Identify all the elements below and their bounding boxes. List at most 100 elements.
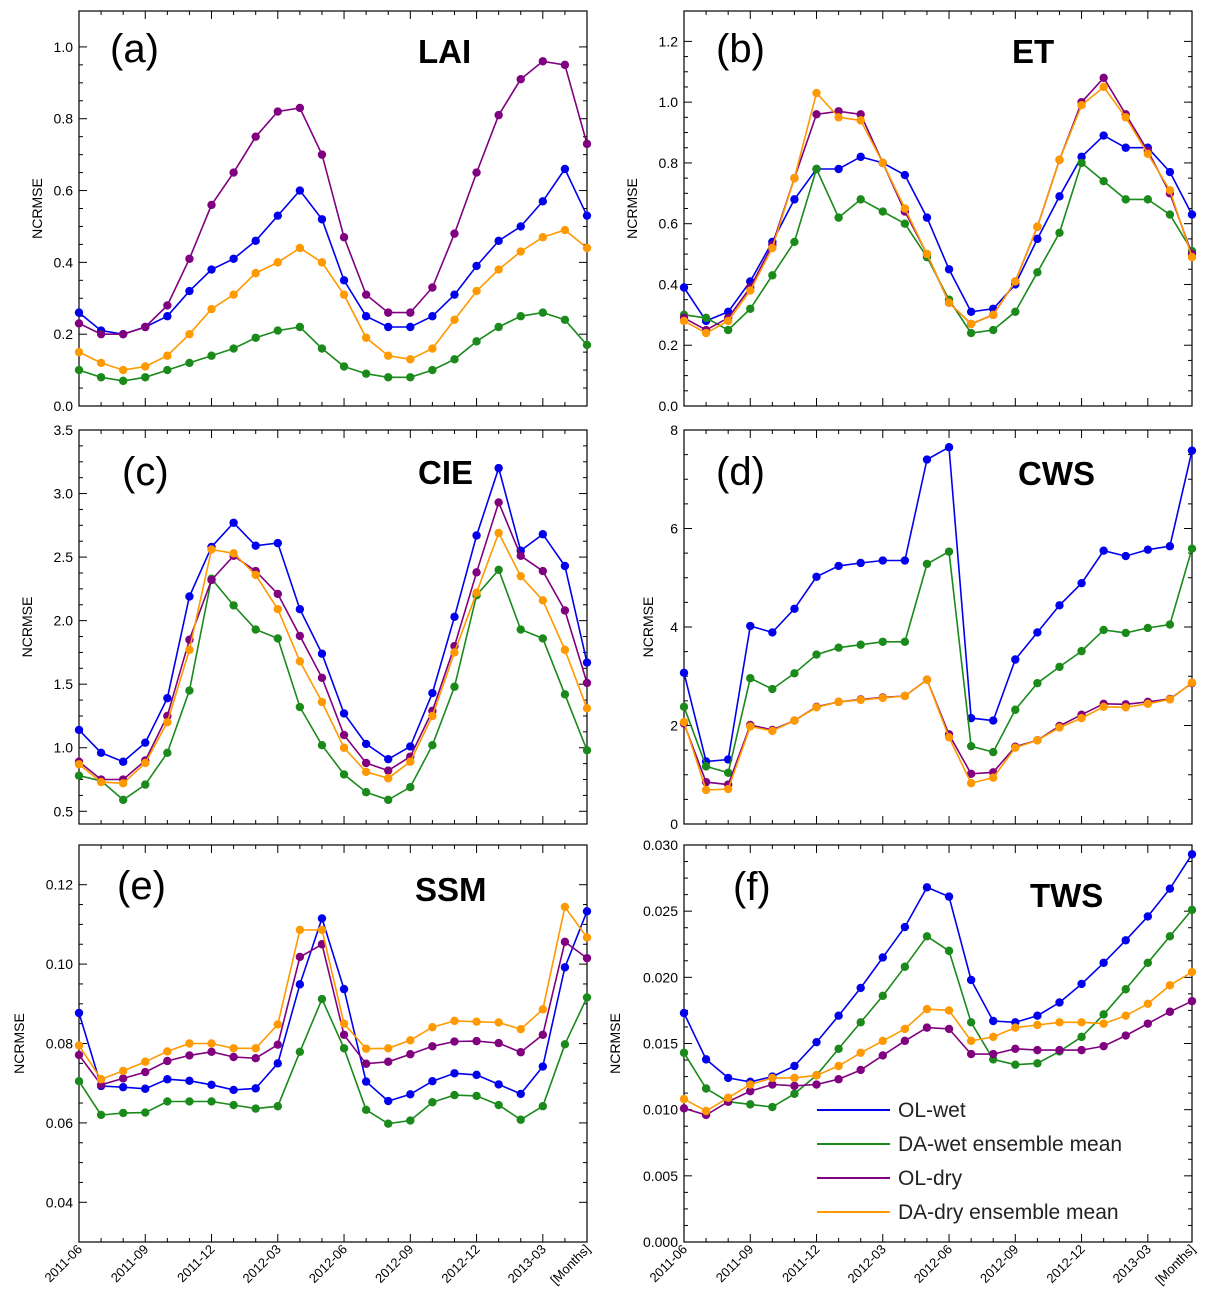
data-point: [406, 757, 415, 766]
data-point: [317, 150, 327, 159]
data-point: [812, 88, 821, 98]
data-point: [185, 254, 194, 263]
data-point: [163, 693, 172, 703]
y-tick-label: 0.2: [54, 326, 74, 342]
data-point: [74, 347, 84, 357]
data-point: [74, 308, 84, 317]
y-tick-label: 0.8: [659, 155, 679, 171]
data-point: [472, 1091, 481, 1101]
series-line: [78, 996, 588, 1125]
data-point: [317, 344, 327, 353]
data-point: [229, 1100, 238, 1110]
series-ol-wet: [74, 907, 592, 1106]
data-point: [1121, 703, 1130, 712]
data-point: [1099, 1019, 1108, 1028]
data-point: [406, 742, 415, 751]
data-point: [1033, 678, 1042, 688]
data-point: [163, 748, 172, 758]
data-point: [723, 1093, 733, 1102]
data-point: [163, 1097, 172, 1106]
data-point: [878, 637, 887, 646]
data-point: [1121, 551, 1130, 561]
data-point: [582, 243, 592, 253]
data-point: [746, 722, 755, 731]
data-point: [1143, 912, 1153, 921]
series-ol-wet: [679, 131, 1197, 326]
data-point: [317, 649, 327, 658]
data-point: [472, 337, 481, 346]
data-point: [406, 1050, 415, 1059]
data-point: [1011, 1044, 1020, 1053]
data-point: [900, 962, 910, 971]
data-point: [900, 1024, 910, 1034]
panel-lai: 0.0 0.2 0.4 0.6 0.8 1.0 NCRMSE (a) LAI: [29, 10, 592, 414]
data-point: [966, 778, 976, 788]
data-point: [922, 249, 932, 259]
data-point: [428, 312, 437, 321]
data-point: [944, 298, 954, 307]
data-point: [472, 286, 481, 296]
data-point: [1121, 113, 1130, 122]
legend: OL-wet DA-wet ensemble mean OL-dry DA-dry e…: [817, 1099, 1122, 1224]
series-line: [683, 445, 1193, 763]
panel-variable-name: TWS: [1030, 877, 1103, 914]
data-point: [384, 351, 393, 360]
data-point: [834, 1044, 843, 1053]
data-point: [560, 1040, 570, 1049]
series-ol-dry: [679, 996, 1197, 1120]
data-point: [384, 322, 393, 332]
data-point: [900, 556, 910, 565]
data-point: [878, 556, 887, 565]
data-point: [1099, 131, 1108, 140]
data-point: [723, 1073, 733, 1083]
y-tick-label: 1.0: [659, 94, 679, 110]
data-point: [494, 528, 503, 538]
data-point: [989, 1049, 998, 1059]
data-point: [317, 994, 327, 1004]
data-point: [317, 741, 327, 750]
data-point: [96, 329, 106, 339]
data-point: [229, 1044, 238, 1053]
data-point: [207, 1047, 216, 1057]
data-point: [1011, 705, 1020, 714]
data-point: [450, 355, 459, 364]
data-point: [944, 892, 954, 901]
data-point: [450, 648, 459, 657]
data-point: [1033, 736, 1042, 745]
data-point: [74, 1050, 84, 1060]
data-point: [834, 113, 843, 122]
data-point: [922, 1023, 932, 1032]
data-point: [1099, 625, 1108, 635]
x-tick-label: 2012-06: [911, 1242, 955, 1286]
data-point: [1165, 932, 1175, 941]
data-point: [834, 164, 843, 174]
panel-letter: (d): [716, 450, 765, 494]
data-point: [1121, 195, 1130, 204]
y-tick-label: 0.000: [643, 1234, 678, 1250]
panel-cws: 0 2 4 6 8 NCRMSE (d) CWS: [640, 422, 1197, 832]
panel-letter: (c): [122, 450, 169, 494]
series-line: [683, 678, 1193, 791]
series-ol-wet: [74, 164, 592, 339]
series-ol-dry: [679, 675, 1197, 789]
y-tick-label: 0.4: [659, 276, 679, 292]
data-point: [96, 748, 106, 758]
data-point: [472, 1036, 481, 1046]
series-line: [78, 904, 588, 1081]
data-point: [834, 1061, 843, 1071]
data-point: [538, 530, 548, 539]
data-point: [185, 645, 194, 655]
data-point: [361, 290, 371, 299]
data-point: [1121, 1011, 1130, 1020]
data-point: [406, 355, 415, 364]
data-point: [450, 315, 459, 325]
series-da-wet-ensemble-mean: [679, 158, 1197, 338]
data-point: [141, 373, 150, 382]
data-point: [207, 545, 216, 554]
data-point: [1143, 623, 1153, 633]
data-point: [900, 1036, 910, 1046]
data-point: [516, 1115, 525, 1124]
data-point: [582, 993, 592, 1002]
series-line: [78, 568, 588, 801]
data-point: [185, 1076, 194, 1086]
